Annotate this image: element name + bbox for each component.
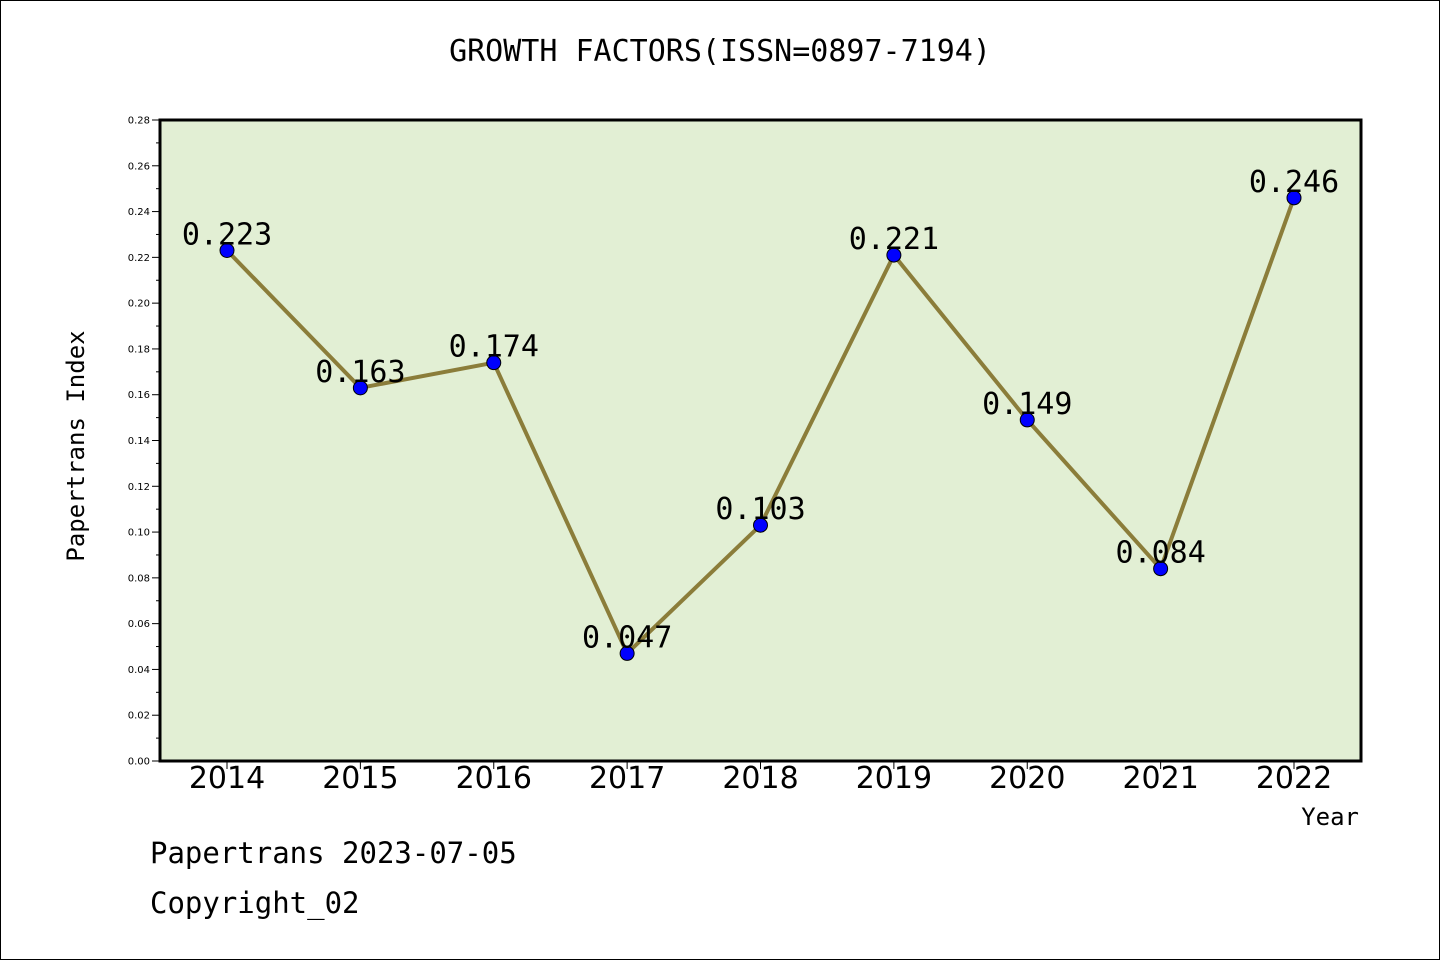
y-tick-label: 0.14 — [128, 436, 150, 447]
data-label: 0.174 — [449, 330, 539, 365]
y-tick-label: 0.26 — [128, 161, 150, 172]
data-point — [1019, 412, 1035, 428]
plot-area — [158, 118, 1363, 763]
y-tick-label: 0.18 — [128, 344, 150, 355]
data-label: 0.047 — [582, 620, 672, 655]
y-tick-label: 0.06 — [128, 619, 150, 630]
x-tick-label: 2015 — [322, 761, 398, 796]
data-label: 0.246 — [1249, 165, 1339, 200]
data-point — [486, 355, 502, 371]
y-tick-label: 0.10 — [128, 528, 150, 539]
data-label: 0.103 — [715, 492, 805, 527]
data-label: 0.084 — [1115, 536, 1205, 571]
x-tick-label: 2014 — [189, 761, 265, 796]
data-point — [1153, 561, 1169, 577]
chart-title: GROWTH FACTORS(ISSN=0897-7194) — [449, 34, 991, 69]
data-label: 0.223 — [182, 217, 272, 252]
data-label: 0.163 — [315, 355, 405, 390]
y-tick-label: 0.28 — [128, 116, 150, 127]
footer-date: Papertrans 2023-07-05 — [150, 836, 517, 870]
y-axis-ticks: 0.00 0.02 0.04 0.06 0.08 0.10 0.12 0.14 0.16 0.18… — [128, 116, 160, 768]
y-tick-label: 0.20 — [128, 299, 150, 310]
data-point — [1286, 190, 1302, 206]
y-tick-label: 0.00 — [128, 757, 150, 768]
data-point — [219, 242, 235, 258]
markers-group — [219, 190, 1302, 661]
data-labels-group: 0.223 0.163 0.174 0.047 0.103 0.221 0.149 0.084… — [182, 165, 1339, 656]
y-tick-label: 0.12 — [128, 482, 150, 493]
data-point — [886, 247, 902, 263]
y-tick-label: 0.02 — [128, 711, 150, 722]
x-tick-label: 2016 — [456, 761, 532, 796]
data-label: 0.149 — [982, 387, 1072, 422]
y-tick-label: 0.08 — [128, 573, 150, 584]
y-tick-label: 0.24 — [128, 207, 150, 218]
x-axis-ticks: 2014 2015 2016 2017 2018 2019 2020 2021 2022 — [189, 761, 1332, 796]
data-point — [352, 380, 368, 396]
data-label: 0.221 — [849, 222, 939, 257]
data-point — [753, 517, 768, 533]
x-axis-title: Year — [1301, 803, 1359, 831]
data-point — [619, 645, 635, 661]
y-tick-label: 0.22 — [128, 253, 150, 264]
footer-copyright: Copyright_02 — [150, 886, 360, 920]
y-axis-title: Papertrans Index — [62, 330, 90, 561]
y-tick-label: 0.04 — [128, 665, 150, 676]
x-tick-label: 2017 — [589, 761, 665, 796]
x-tick-label: 2020 — [989, 761, 1065, 796]
y-tick-label: 0.16 — [128, 390, 150, 401]
x-tick-label: 2022 — [1256, 761, 1332, 796]
x-tick-label: 2018 — [722, 761, 798, 796]
x-tick-label: 2021 — [1122, 761, 1198, 796]
x-tick-label: 2019 — [856, 761, 932, 796]
